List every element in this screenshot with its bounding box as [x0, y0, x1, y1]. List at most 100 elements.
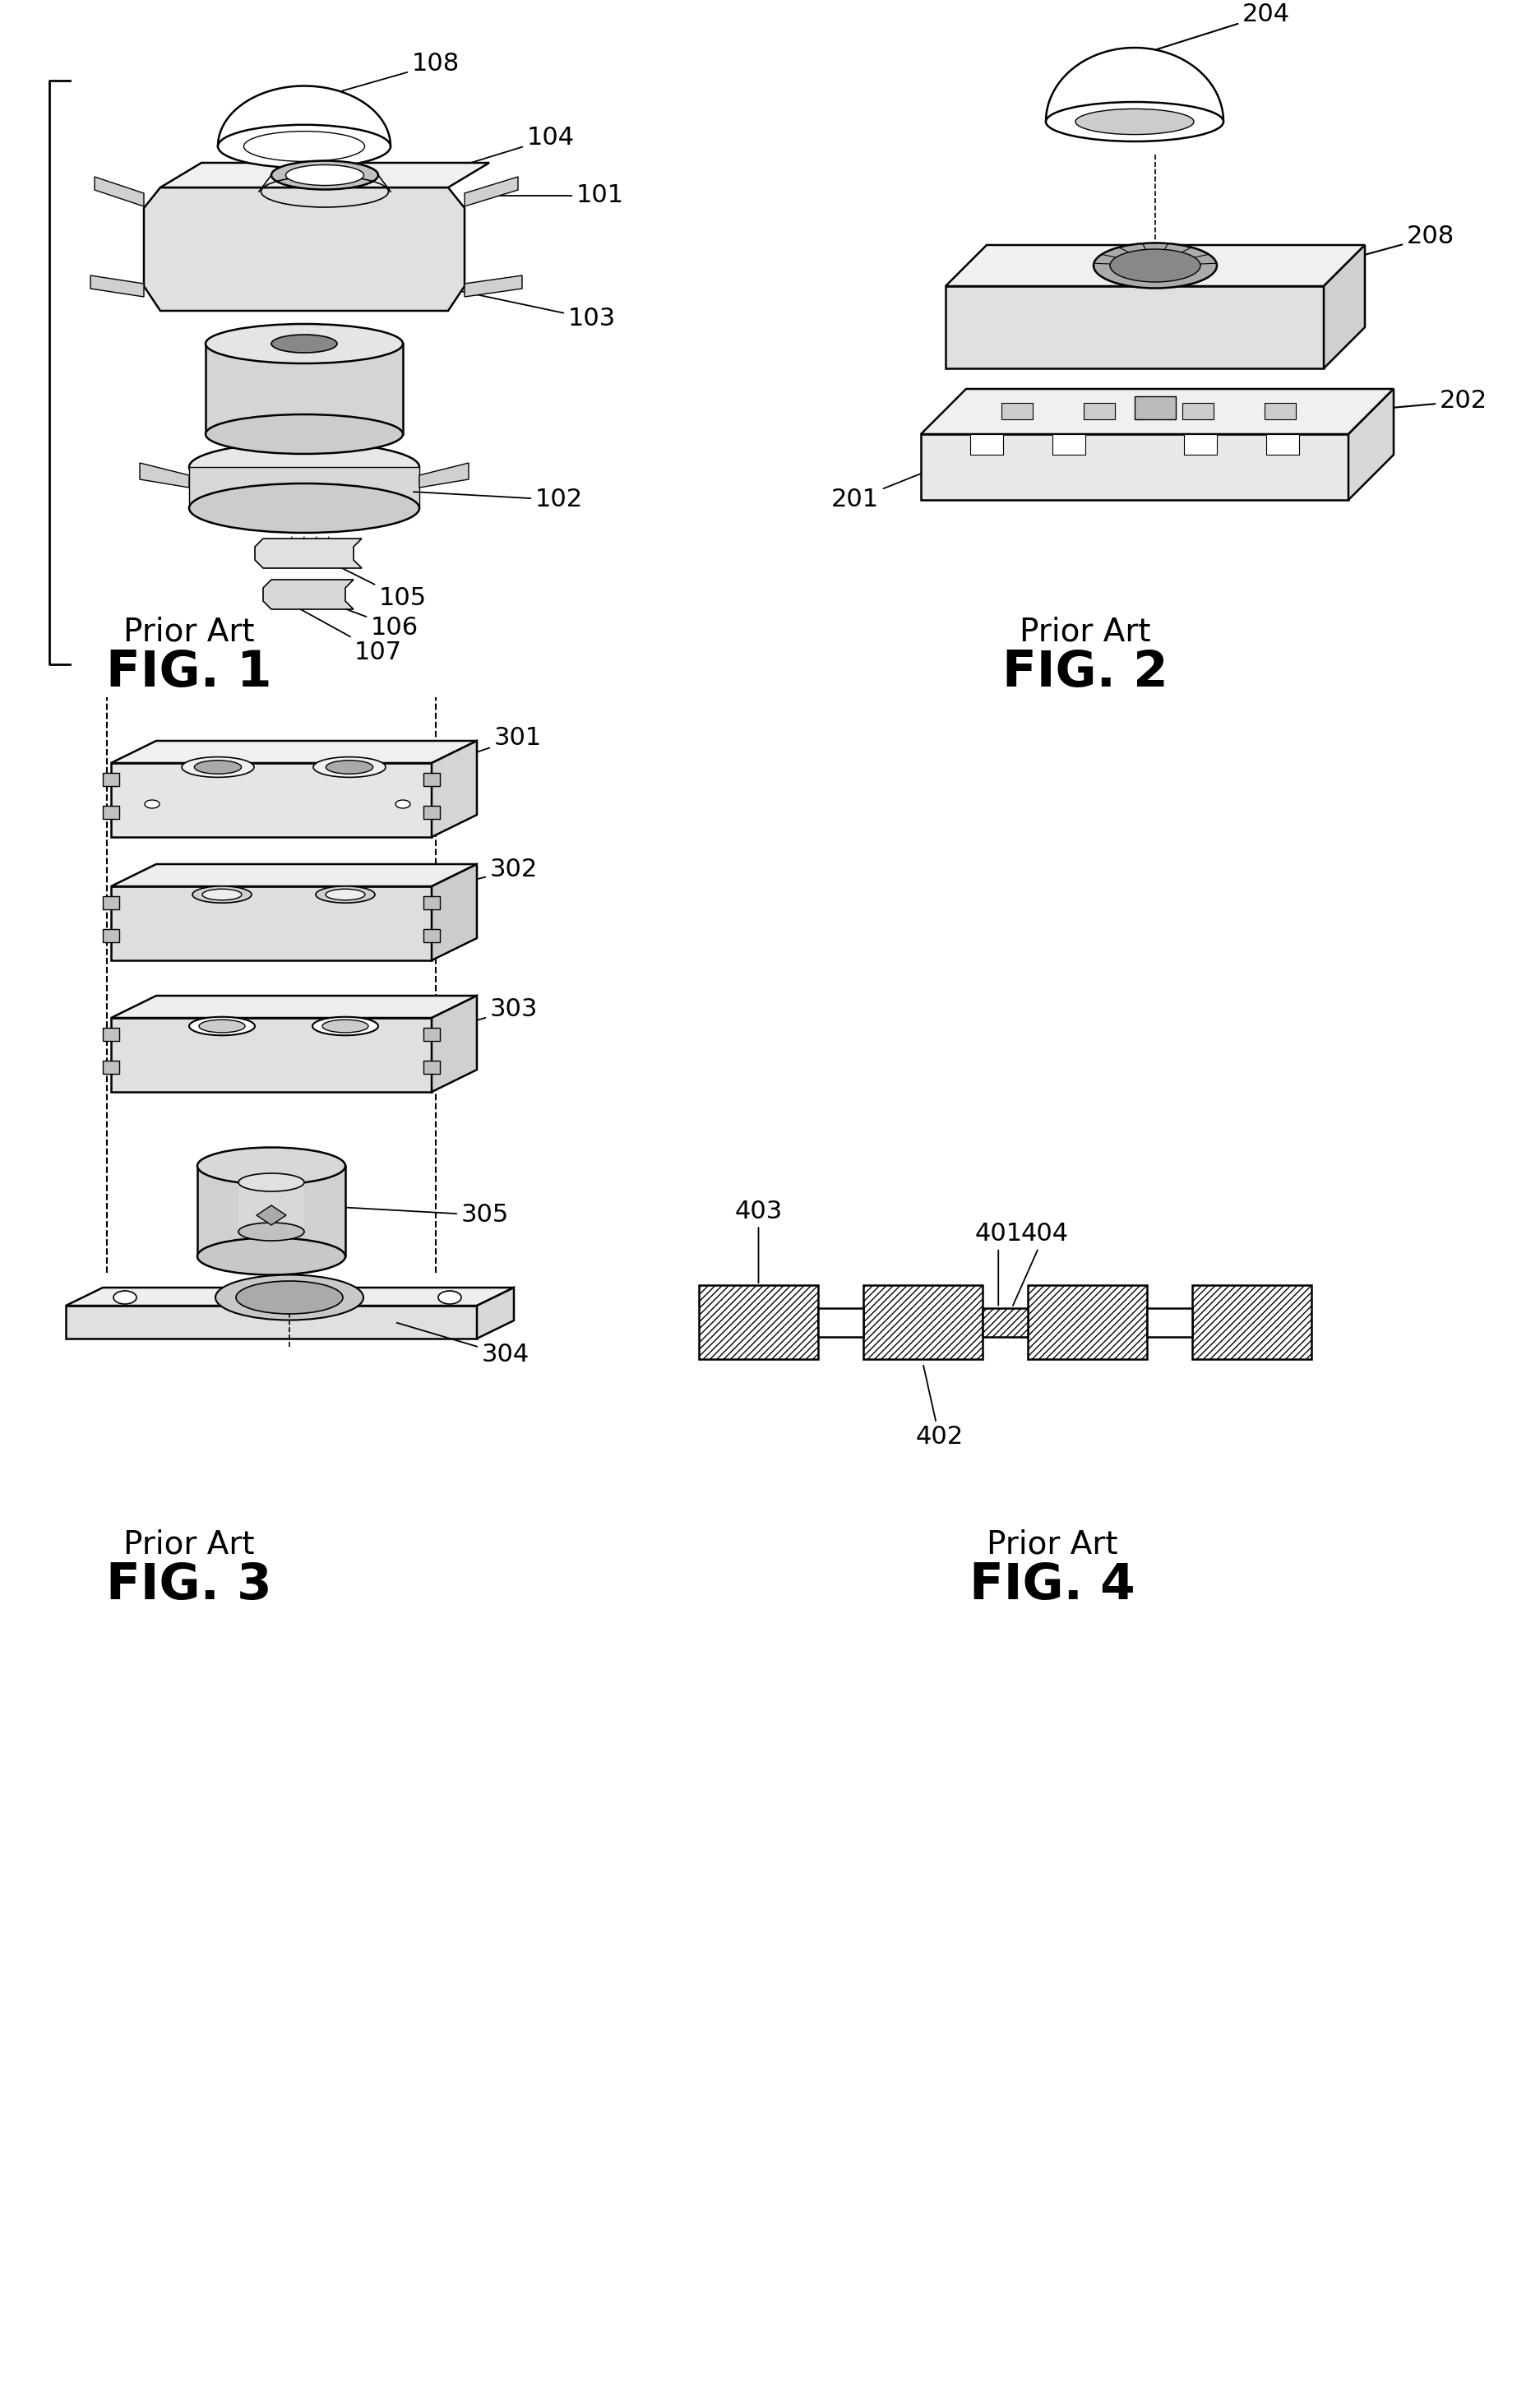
Ellipse shape [396, 801, 410, 808]
Text: 402: 402 [915, 1365, 962, 1449]
Bar [424, 1028, 439, 1040]
Bar [103, 897, 119, 909]
Polygon shape [431, 863, 476, 961]
Text: FIG. 3: FIG. 3 [106, 1561, 273, 1609]
Ellipse shape [1075, 110, 1194, 134]
Polygon shape [111, 763, 431, 837]
Polygon shape [239, 1181, 303, 1231]
Polygon shape [160, 163, 490, 186]
Bar [103, 1028, 119, 1040]
Bar [1181, 404, 1214, 418]
Ellipse shape [239, 1222, 303, 1241]
Bar [103, 1062, 119, 1074]
Bar [1133, 397, 1175, 418]
Text: 105: 105 [297, 545, 427, 610]
Ellipse shape [271, 335, 337, 354]
Ellipse shape [182, 758, 254, 777]
Text: 204: 204 [1113, 2, 1289, 65]
Text: FIG. 4: FIG. 4 [969, 1561, 1135, 1609]
Text: 106: 106 [297, 591, 419, 638]
Ellipse shape [189, 442, 419, 493]
Ellipse shape [114, 1291, 137, 1303]
Text: 403: 403 [735, 1200, 782, 1284]
Ellipse shape [217, 124, 390, 167]
Bar [1083, 404, 1115, 418]
Bar [103, 772, 119, 787]
Bar [1146, 1308, 1192, 1337]
Ellipse shape [322, 1019, 368, 1033]
Polygon shape [91, 275, 143, 296]
Ellipse shape [189, 483, 419, 533]
Ellipse shape [1093, 244, 1217, 289]
Ellipse shape [192, 887, 251, 904]
Polygon shape [66, 1289, 514, 1305]
Polygon shape [66, 1305, 476, 1339]
Ellipse shape [1046, 103, 1223, 141]
Polygon shape [217, 86, 390, 146]
Polygon shape [419, 464, 468, 488]
Ellipse shape [325, 889, 365, 899]
Polygon shape [431, 741, 476, 837]
Polygon shape [431, 995, 476, 1093]
Polygon shape [111, 863, 476, 887]
Text: 208: 208 [1343, 225, 1454, 263]
Ellipse shape [326, 760, 373, 775]
Bar [424, 806, 439, 820]
Bar [424, 1062, 439, 1074]
Text: FIG. 1: FIG. 1 [106, 648, 273, 696]
Polygon shape [1183, 435, 1217, 454]
Text: 104: 104 [447, 127, 574, 170]
Text: 102: 102 [413, 488, 582, 512]
Bar [103, 806, 119, 820]
Ellipse shape [216, 1274, 363, 1320]
Ellipse shape [271, 160, 377, 189]
Text: Prior Art: Prior Art [1019, 617, 1150, 648]
Text: 101: 101 [468, 184, 624, 208]
Ellipse shape [202, 889, 242, 899]
Text: 301: 301 [397, 727, 542, 779]
Text: 107: 107 [297, 607, 402, 665]
Text: 108: 108 [323, 53, 459, 96]
Text: 302: 302 [400, 858, 537, 899]
Bar [1001, 404, 1032, 418]
Polygon shape [476, 1289, 514, 1339]
Polygon shape [464, 177, 517, 206]
Polygon shape [1266, 435, 1298, 454]
Text: 304: 304 [397, 1322, 530, 1368]
Ellipse shape [437, 1291, 460, 1303]
Polygon shape [254, 538, 362, 569]
Polygon shape [946, 287, 1323, 368]
Ellipse shape [285, 165, 363, 186]
Bar [424, 930, 439, 942]
Polygon shape [921, 435, 1348, 500]
Polygon shape [1348, 390, 1392, 500]
Polygon shape [1323, 244, 1364, 368]
Ellipse shape [189, 1016, 254, 1035]
Polygon shape [111, 887, 431, 961]
Ellipse shape [199, 1019, 245, 1033]
Ellipse shape [205, 323, 402, 363]
Text: 401: 401 [973, 1222, 1021, 1305]
Polygon shape [143, 186, 464, 311]
Bar [818, 1308, 862, 1337]
Polygon shape [140, 464, 189, 488]
Ellipse shape [197, 1239, 345, 1274]
Polygon shape [1046, 48, 1223, 122]
Ellipse shape [236, 1282, 343, 1315]
Text: 202: 202 [1377, 390, 1486, 414]
Polygon shape [197, 1167, 345, 1255]
Bar [424, 897, 439, 909]
Bar [1264, 404, 1295, 418]
Ellipse shape [239, 1174, 303, 1191]
Text: 103: 103 [459, 292, 616, 330]
Polygon shape [94, 177, 143, 206]
Polygon shape [263, 579, 353, 610]
Text: Prior Art: Prior Art [123, 617, 254, 648]
Polygon shape [111, 1019, 431, 1093]
Polygon shape [189, 466, 419, 509]
Bar [1192, 1284, 1311, 1358]
Bar [424, 772, 439, 787]
Bar [103, 930, 119, 942]
Bar [862, 1284, 983, 1358]
Text: 303: 303 [400, 997, 537, 1042]
